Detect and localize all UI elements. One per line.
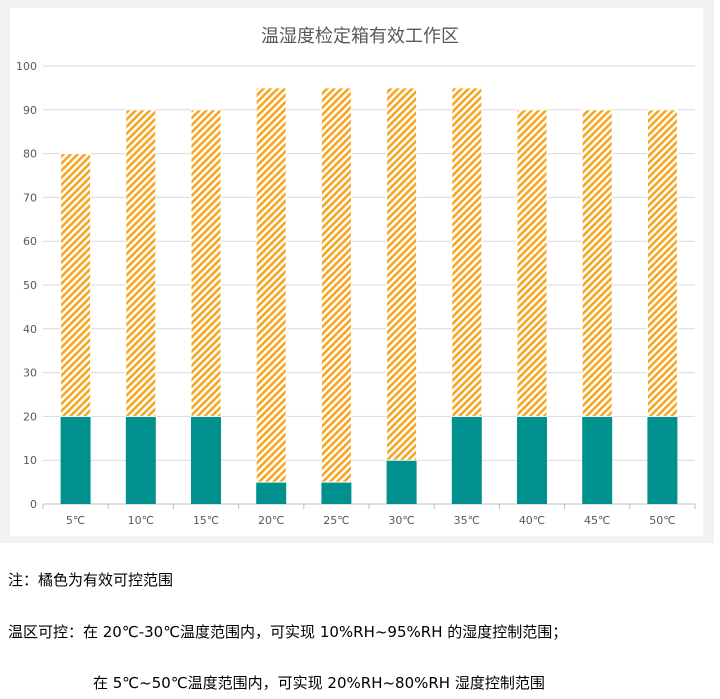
note-range-line-1: 温区可控：在 20℃-30℃温度范围内，可实现 10%RH~95%RH 的湿度控… <box>8 623 568 641</box>
x-tick-label: 5℃ <box>66 514 85 527</box>
bar-effective-range <box>386 87 418 461</box>
bar-effective-range <box>255 87 287 483</box>
bar-base <box>517 416 547 504</box>
x-tick-label: 25℃ <box>323 514 349 527</box>
x-tick-label: 40℃ <box>519 514 545 527</box>
bar-base <box>386 460 417 504</box>
x-tick-label: 35℃ <box>454 514 480 527</box>
bar-base <box>582 416 613 504</box>
chart-area: 温湿度检定箱有效工作区 0 10 20 30 40 50 60 70 80 90 100 5℃ 10℃ 1… <box>10 8 703 536</box>
x-tick-label: 30℃ <box>388 514 414 527</box>
x-tick-label: 45℃ <box>584 514 610 527</box>
chart-title: 温湿度检定箱有效工作区 <box>261 26 459 47</box>
bar-base <box>647 416 678 504</box>
bar-base <box>60 416 91 504</box>
y-tick-label: 10 <box>23 454 37 467</box>
y-tick-label: 80 <box>23 148 37 161</box>
y-tick-label: 50 <box>23 279 37 292</box>
chart-frame: 温湿度检定箱有效工作区 0 10 20 30 40 50 60 70 80 90 100 5℃ 10℃ 1… <box>0 0 714 543</box>
x-tick-label: 10℃ <box>128 514 154 527</box>
y-tick-label: 100 <box>16 60 37 73</box>
x-tick-label: 15℃ <box>193 514 219 527</box>
y-tick-label: 70 <box>23 191 37 204</box>
bar-effective-range <box>125 109 157 417</box>
note-legend-text: 注：橘色为有效可控范围 <box>8 571 174 589</box>
y-tick-label: 90 <box>23 104 37 117</box>
bar-base <box>125 416 156 504</box>
bar-effective-range <box>516 109 548 417</box>
bar-base <box>321 482 352 504</box>
bar-base <box>451 416 482 504</box>
y-tick-label: 40 <box>23 323 37 336</box>
y-tick-label: 0 <box>30 498 37 511</box>
bar-effective-range <box>190 109 222 417</box>
bar-base <box>256 482 287 504</box>
y-tick-label: 20 <box>23 410 37 423</box>
bar-effective-range <box>646 109 678 417</box>
bar-chart: 温湿度检定箱有效工作区 0 10 20 30 40 50 60 70 80 90 100 5℃ 10℃ 1… <box>16 26 696 527</box>
bar-effective-range <box>581 109 613 417</box>
x-tick-label: 50℃ <box>649 514 675 527</box>
y-tick-label: 30 <box>23 367 37 380</box>
bar-effective-range <box>320 87 352 483</box>
bar-effective-range <box>451 87 483 417</box>
note-range-line-2: 在 5℃~50℃温度范围内，可实现 20%RH~80%RH 湿度控制范围 <box>93 674 545 692</box>
bar-base <box>191 416 221 504</box>
x-tick-label: 20℃ <box>258 514 284 527</box>
bar-effective-range <box>60 153 92 417</box>
y-tick-label: 60 <box>23 235 37 248</box>
